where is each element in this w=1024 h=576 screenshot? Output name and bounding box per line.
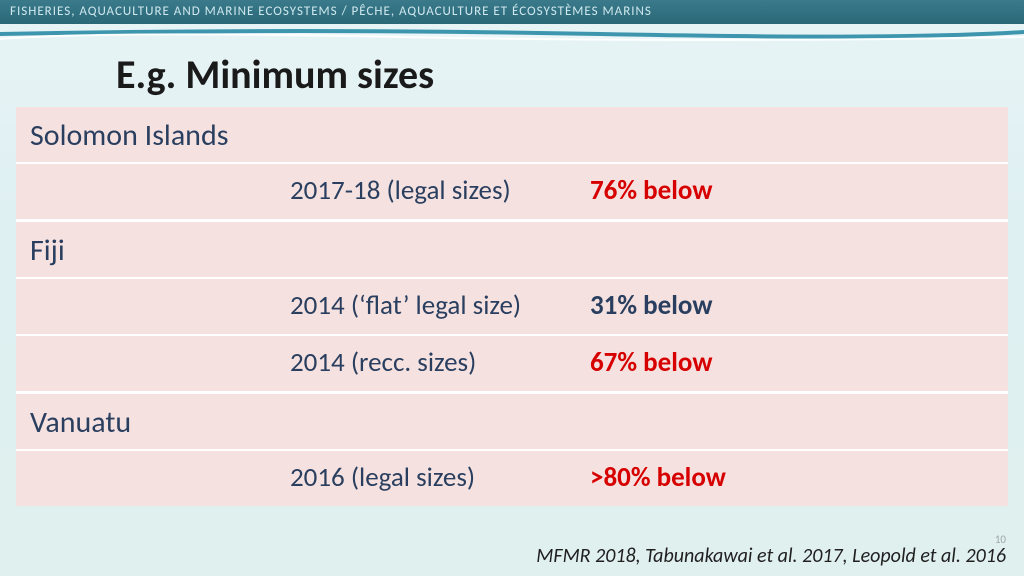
value-cell: 67% below <box>576 335 1008 393</box>
country-name: Vanuatu <box>16 393 1008 451</box>
slide-title: E.g. Minimum sizes <box>116 50 1024 99</box>
value-cell: 76% below <box>576 163 1008 221</box>
table-data-row: 2016 (legal sizes) >80% below <box>16 450 1008 506</box>
country-name: Solomon Islands <box>16 107 1008 163</box>
table-data-row: 2017-18 (legal sizes) 76% below <box>16 163 1008 221</box>
wave-divider <box>0 26 1024 44</box>
table-country-row: Fiji <box>16 221 1008 279</box>
period-cell: 2017-18 (legal sizes) <box>276 163 576 221</box>
period-cell: 2014 (‘flat’ legal size) <box>276 278 576 335</box>
header-banner: FISHERIES, AQUACULTURE AND MARINE ECOSYS… <box>0 0 1024 24</box>
minimum-sizes-table: Solomon Islands 2017-18 (legal sizes) 76… <box>16 107 1008 506</box>
value-cell: >80% below <box>576 450 1008 506</box>
table-data-row: 2014 (‘flat’ legal size) 31% below <box>16 278 1008 335</box>
value-cell: 31% below <box>576 278 1008 335</box>
table-country-row: Vanuatu <box>16 393 1008 451</box>
country-name: Fiji <box>16 221 1008 279</box>
period-cell: 2014 (recc. sizes) <box>276 335 576 393</box>
citation: MFMR 2018, Tabunakawai et al. 2017, Leop… <box>536 544 1006 568</box>
table-country-row: Solomon Islands <box>16 107 1008 163</box>
table-data-row: 2014 (recc. sizes) 67% below <box>16 335 1008 393</box>
period-cell: 2016 (legal sizes) <box>276 450 576 506</box>
